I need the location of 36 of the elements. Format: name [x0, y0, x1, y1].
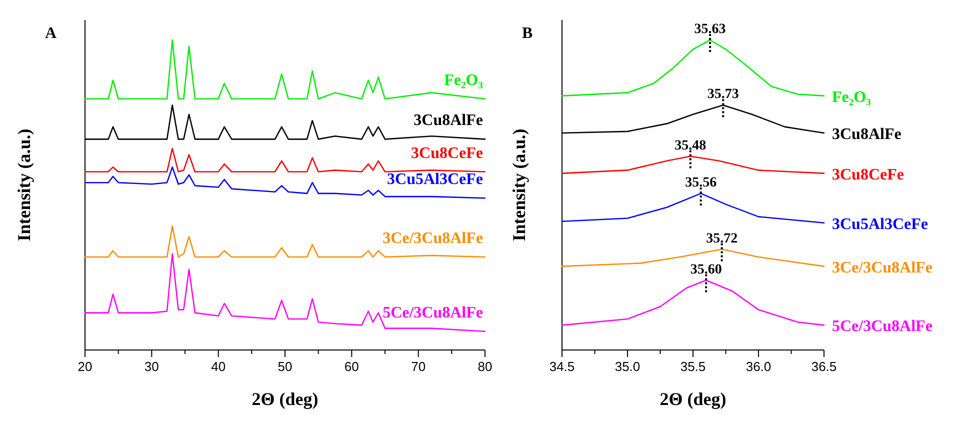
series-label: 3Cu8CeFe	[832, 166, 904, 184]
x-tick-label: 30	[144, 359, 159, 374]
annotation: 35.72	[706, 231, 738, 246]
series-label: 3Cu5Al3CeFe	[387, 171, 483, 188]
series-label: 5Ce/3Cu8AlFe	[832, 318, 932, 336]
x-tick-label: 70	[411, 359, 426, 374]
series-label: 3Ce/3Cu8AlFe	[382, 230, 483, 247]
chart-title: A	[45, 25, 57, 42]
annotation: 35.63	[694, 22, 726, 37]
x-tick-label: 60	[344, 359, 359, 374]
series-label: 3Cu8AlFe	[414, 112, 483, 130]
x-axis-title: 2Θ (deg)	[252, 389, 318, 409]
x-axis-title: 2Θ (deg)	[660, 389, 726, 409]
x-tick-label: 35.5	[680, 359, 706, 374]
series-label: 3Cu8AlFe	[832, 126, 902, 143]
x-tick-label: 80	[478, 359, 492, 374]
x-tick-label: 36.0	[746, 359, 772, 374]
x-tick-label: 34.5	[549, 359, 575, 374]
annotation: 35.73	[707, 87, 739, 102]
series-label: Fe₂O₃	[444, 72, 484, 89]
x-tick-label: 36.5	[811, 359, 837, 374]
chart-title: B	[522, 25, 533, 42]
series-label: 5Ce/3Cu8AlFe	[382, 304, 483, 322]
annotation: 35.48	[674, 138, 706, 154]
y-axis-title: Intensity (a.u.)	[509, 128, 529, 242]
annotation: 35.60	[690, 262, 722, 278]
x-tick-label: 40	[211, 359, 226, 374]
y-axis-title: Intensity (a.u.)	[14, 128, 34, 242]
series-label: 3Cu8CeFe	[411, 144, 483, 162]
x-tick-label: 35.0	[614, 359, 640, 374]
series-label: 3Ce/3Cu8AlFe	[832, 259, 932, 276]
x-tick-label: 50	[278, 359, 292, 374]
x-tick-label: 20	[78, 359, 92, 374]
series-label: Fe₂O₃	[832, 88, 872, 106]
annotation: 35.56	[685, 175, 717, 190]
series-label: 3Cu5Al3CeFe	[832, 216, 928, 233]
